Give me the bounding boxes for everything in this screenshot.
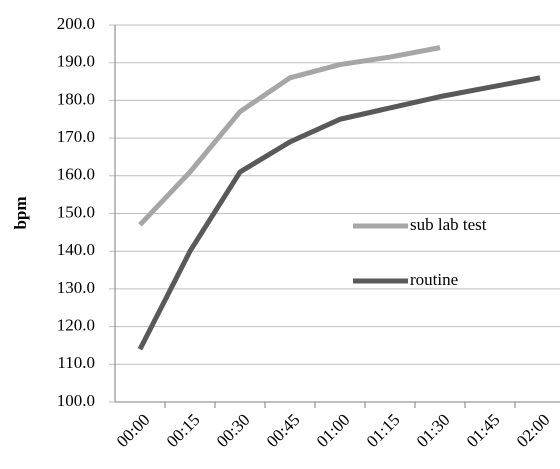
y-tick-label: 130.0: [57, 278, 95, 297]
legend-label: routine: [410, 270, 458, 289]
x-tick-label: 00:45: [263, 410, 304, 451]
x-tick-label: 01:00: [313, 410, 354, 451]
x-tick-label: 01:15: [363, 410, 404, 451]
y-tick-label: 150.0: [57, 202, 95, 221]
y-tick-label: 190.0: [57, 52, 95, 71]
y-tick-label: 200.0: [57, 14, 95, 33]
x-tick-label: 01:30: [413, 410, 454, 451]
x-tick-label: 00:15: [163, 410, 204, 451]
x-tick-label: 02:00: [513, 410, 554, 451]
x-tick-label: 01:45: [463, 410, 504, 451]
series-line: [138, 45, 441, 227]
y-tick-label: 110.0: [57, 353, 95, 372]
y-tick-label: 170.0: [57, 127, 95, 146]
series-line: [137, 75, 541, 351]
y-tick-label: 160.0: [57, 165, 95, 184]
x-tick-label: 00:30: [213, 410, 254, 451]
y-tick-label: 180.0: [57, 89, 95, 108]
y-tick-label: 120.0: [57, 316, 95, 335]
y-tick-label: 100.0: [57, 391, 95, 410]
legend-label: sub lab test: [410, 215, 487, 234]
x-tick-label: 00:00: [113, 410, 154, 451]
y-tick-label: 140.0: [57, 240, 95, 259]
y-axis-label: bpm: [11, 196, 30, 229]
